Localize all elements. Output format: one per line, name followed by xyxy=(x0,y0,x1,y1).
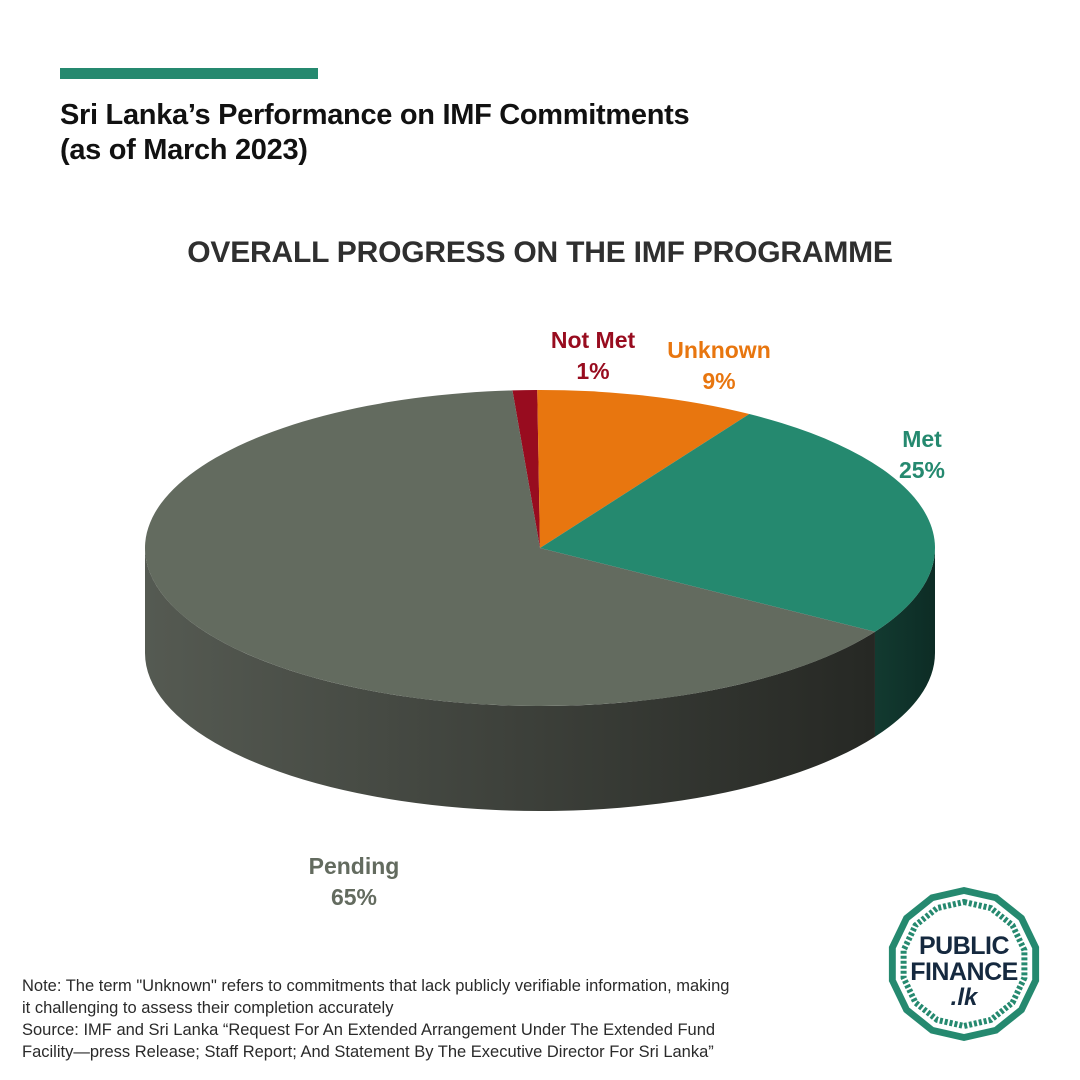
note-line-1: Note: The term "Unknown" refers to commi… xyxy=(22,977,730,995)
chart-title: OVERALL PROGRESS ON THE IMF PROGRAMME xyxy=(187,236,893,269)
pie-slice-unknown xyxy=(537,390,750,548)
pie-value-unknown: 9% xyxy=(702,368,735,394)
pie-value-not-met: 1% xyxy=(576,358,609,384)
pie-label-met: Met xyxy=(902,426,942,452)
pie-label-unknown: Unknown xyxy=(667,337,771,363)
note-line-2: it challenging to assess their completio… xyxy=(22,999,394,1017)
source-line-1: Source: IMF and Sri Lanka “Request For A… xyxy=(22,1021,716,1039)
page-title: Sri Lanka’s Performance on IMF Commitmen… xyxy=(60,98,960,168)
pie-label-pending: Pending xyxy=(309,853,400,879)
logo-text-public: PUBLIC xyxy=(918,932,1010,960)
pie-tops xyxy=(145,390,935,707)
pie-label-not-met: Not Met xyxy=(551,327,636,353)
pie-value-met: 25% xyxy=(899,457,945,483)
logo-badge-icon xyxy=(888,887,1040,1041)
pie-labels: Not Met 1% Unknown 9% Met 25% Pending 65% xyxy=(309,327,945,910)
footnote: Note: The term "Unknown" refers to commi… xyxy=(22,975,842,1063)
pie-slice-met xyxy=(540,414,935,632)
logo-text-finance: FINANCE xyxy=(910,958,1018,986)
public-finance-logo: PUBLIC FINANCE .lk xyxy=(886,886,1042,1042)
pie-value-pending: 65% xyxy=(331,884,377,910)
accent-bar xyxy=(60,68,318,79)
pie-slice-pending xyxy=(145,390,875,707)
pie-side-pending xyxy=(145,548,875,812)
source-line-2: Facility—press Release; Staff Report; An… xyxy=(22,1043,714,1061)
pie-side-met xyxy=(874,548,935,737)
pie-slice-not-met xyxy=(512,390,540,548)
pie-sides xyxy=(145,548,935,812)
title-line-1: Sri Lanka’s Performance on IMF Commitmen… xyxy=(60,99,690,131)
logo-text-lk: .lk xyxy=(950,984,978,1011)
title-line-2: (as of March 2023) xyxy=(60,134,308,166)
